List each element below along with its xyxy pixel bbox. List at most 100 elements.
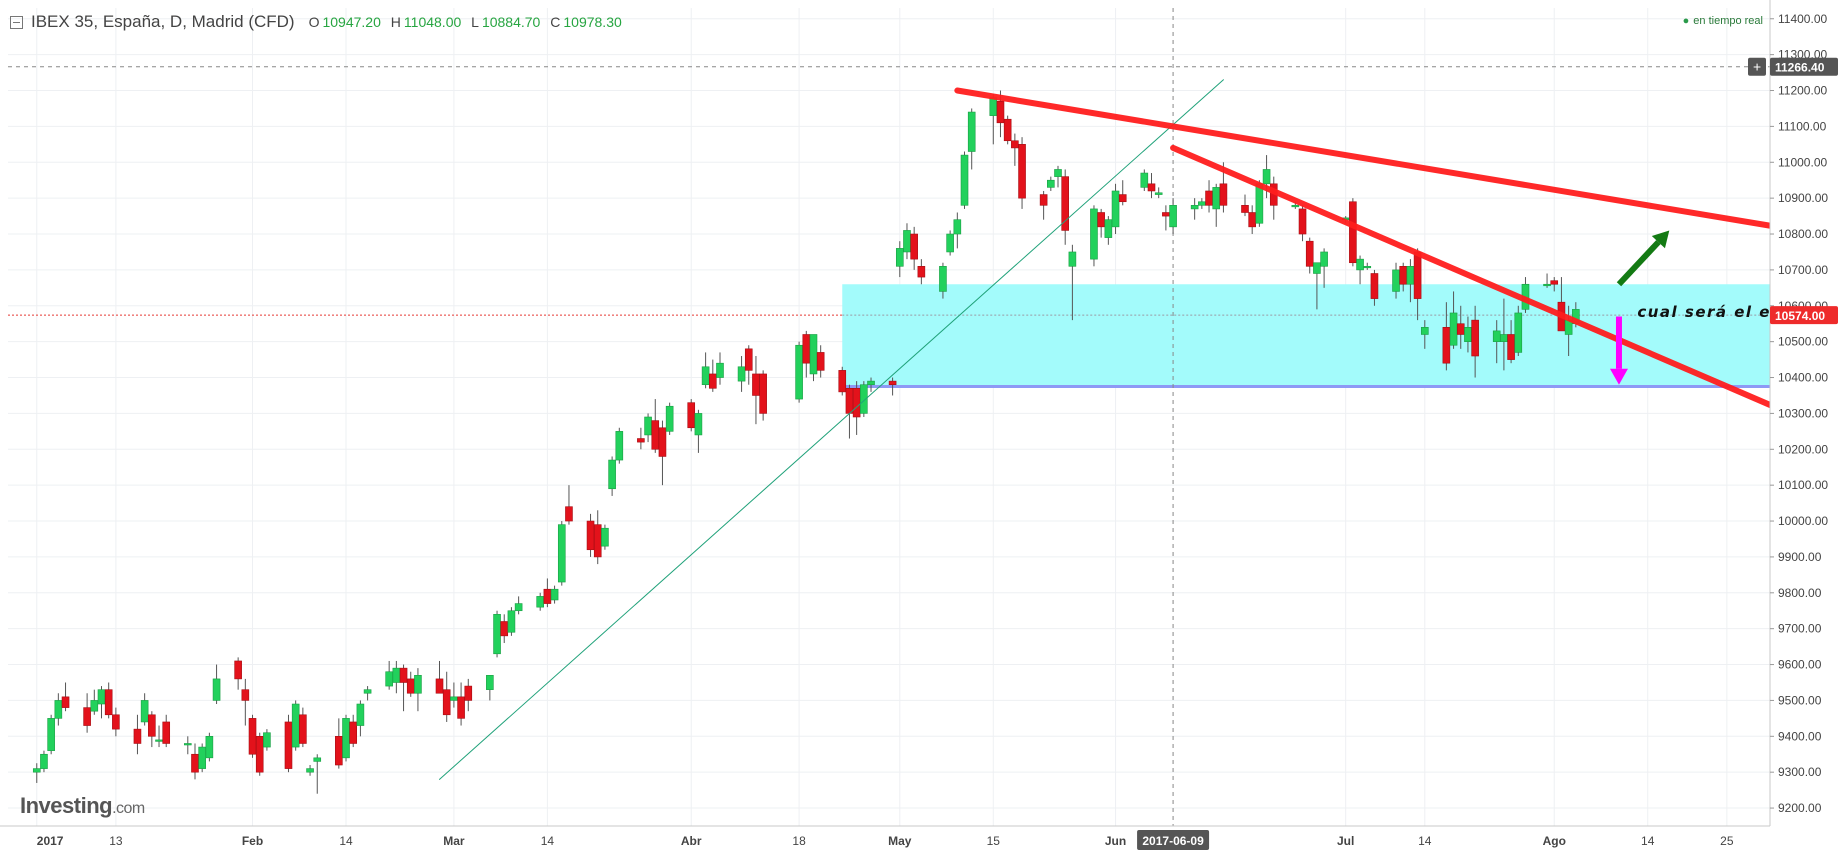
candle-up bbox=[306, 768, 314, 773]
candle-up bbox=[1262, 169, 1271, 185]
candle-down bbox=[888, 380, 897, 386]
collapse-icon[interactable] bbox=[10, 15, 23, 29]
trendline-lower-resistance bbox=[1170, 144, 1838, 438]
price-tick-label: 9400.00 bbox=[1778, 729, 1822, 743]
candle-up bbox=[205, 736, 214, 759]
candle-up bbox=[1406, 266, 1415, 285]
time-tick-label: 25 bbox=[1720, 834, 1734, 848]
candle-up bbox=[550, 588, 559, 601]
candle-down bbox=[299, 714, 307, 744]
candle-up bbox=[1198, 201, 1206, 206]
close-value: 10978.30 bbox=[563, 14, 622, 30]
candle-down bbox=[162, 721, 171, 744]
candle-up bbox=[809, 334, 818, 375]
logo-main: Investing bbox=[20, 793, 113, 818]
candle-up bbox=[644, 416, 652, 436]
low-label: L bbox=[471, 14, 479, 30]
candle-up bbox=[414, 675, 422, 694]
candle-down bbox=[399, 667, 408, 683]
candle-down bbox=[1118, 194, 1127, 203]
candle-up bbox=[1140, 172, 1149, 188]
candle-down bbox=[565, 506, 573, 522]
chart-header: IBEX 35, España, D, Madrid (CFD) O 10947.… bbox=[10, 12, 622, 32]
trendline-rising-support bbox=[439, 79, 1224, 780]
candle-up bbox=[263, 732, 271, 748]
candle-up bbox=[450, 696, 458, 701]
candle-up bbox=[601, 527, 609, 547]
time-tick-label: 18 bbox=[792, 834, 806, 848]
crosshair-plus-button bbox=[1748, 57, 1766, 76]
candle-up bbox=[665, 405, 674, 432]
candle-up bbox=[1255, 183, 1264, 224]
candle-down bbox=[241, 689, 250, 701]
price-tick-label: 9700.00 bbox=[1778, 622, 1822, 636]
crosshair-price-badge bbox=[1770, 57, 1838, 76]
open-value: 10947.20 bbox=[322, 14, 381, 30]
support-zone bbox=[842, 284, 1806, 387]
candle-up bbox=[1392, 269, 1400, 292]
price-tick-label: 9900.00 bbox=[1778, 550, 1822, 564]
candle-up bbox=[989, 97, 998, 116]
candle-up bbox=[795, 344, 803, 400]
candle-down bbox=[1456, 323, 1465, 335]
time-tick-label: 14 bbox=[1418, 834, 1432, 848]
up-arrow-shaft bbox=[1616, 240, 1661, 287]
candle-down bbox=[255, 736, 264, 773]
candle-down bbox=[133, 728, 142, 744]
candle-down bbox=[1248, 212, 1256, 228]
candle-down bbox=[1011, 140, 1019, 149]
candle-down bbox=[910, 233, 918, 260]
candle-up bbox=[1500, 334, 1508, 342]
price-tick-label: 9800.00 bbox=[1778, 586, 1822, 600]
candle-up bbox=[536, 596, 544, 608]
crosshair-date-badge bbox=[1137, 830, 1210, 850]
candle-up bbox=[47, 718, 55, 751]
candle-up bbox=[507, 610, 516, 633]
candle-down bbox=[708, 373, 717, 389]
candle-down bbox=[687, 402, 696, 429]
candle-down bbox=[1162, 212, 1170, 217]
candle-down bbox=[1471, 319, 1479, 357]
realtime-indicator: en tiempo real bbox=[1683, 15, 1763, 27]
candle-up bbox=[946, 233, 954, 253]
time-tick-label: 2017 bbox=[37, 834, 64, 848]
price-tick-label: 11200.00 bbox=[1778, 84, 1827, 98]
candle-up bbox=[608, 459, 616, 490]
last-price-badge bbox=[1770, 306, 1838, 325]
crosshair-price-label: 11266.40 bbox=[1775, 61, 1825, 75]
candle-up bbox=[1090, 208, 1098, 260]
candle-down bbox=[442, 689, 451, 716]
candle-down bbox=[500, 621, 509, 637]
candle-up bbox=[40, 753, 48, 769]
investing-logo: Investing.com bbox=[20, 793, 145, 819]
candle-down bbox=[1370, 273, 1379, 299]
candle-down bbox=[586, 520, 595, 551]
price-tick-label: 10800.00 bbox=[1778, 227, 1828, 241]
candle-up bbox=[716, 362, 724, 378]
candle-down bbox=[1205, 190, 1213, 206]
candle-up bbox=[385, 671, 393, 687]
candle-up bbox=[1320, 251, 1328, 267]
logo-suffix: .com bbox=[112, 800, 145, 817]
candle-down bbox=[1061, 176, 1069, 231]
candle-down bbox=[1298, 208, 1307, 235]
time-axis-bg bbox=[0, 826, 1838, 852]
time-tick-label: Jun bbox=[1105, 834, 1126, 848]
candle-down bbox=[593, 524, 602, 558]
candle-up bbox=[514, 603, 523, 612]
time-tick-label: 14 bbox=[541, 834, 555, 848]
candle-up bbox=[1313, 262, 1321, 274]
candle-up bbox=[1291, 205, 1300, 208]
time-tick-label: Ago bbox=[1543, 834, 1566, 848]
candle-down bbox=[1003, 118, 1012, 142]
candle-up bbox=[960, 154, 969, 206]
candle-up bbox=[1464, 327, 1472, 342]
candle-down bbox=[1147, 183, 1156, 192]
candle-up bbox=[1356, 258, 1364, 271]
candle-up bbox=[737, 366, 746, 382]
candle-up bbox=[1190, 205, 1199, 210]
candle-down bbox=[996, 100, 1005, 124]
price-tick-label: 9200.00 bbox=[1778, 801, 1822, 815]
high-value: 11048.00 bbox=[403, 14, 462, 30]
